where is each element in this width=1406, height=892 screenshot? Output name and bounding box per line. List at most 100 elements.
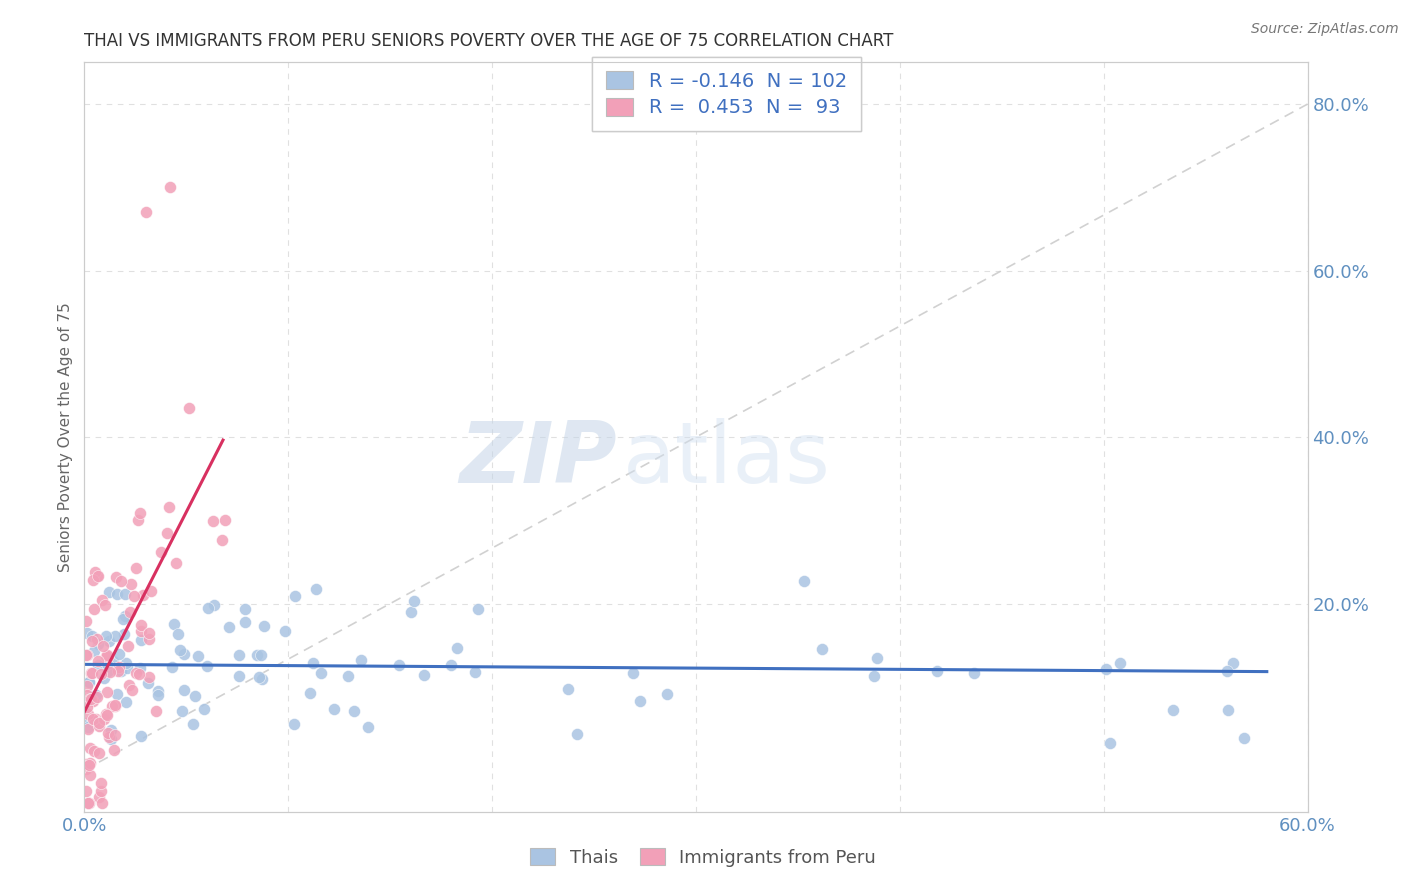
Point: [114, 587, 136, 601]
Point: [94, 598, 117, 612]
Point: [163, 617, 186, 632]
Point: [250, 673, 273, 687]
Point: [166, 627, 188, 641]
Point: [80, 666, 103, 681]
Point: [83, 602, 105, 616]
Point: [657, 687, 679, 701]
Point: [159, 180, 181, 194]
Point: [135, 205, 157, 219]
Point: [1216, 703, 1239, 717]
Point: [228, 668, 250, 682]
Point: [195, 658, 218, 673]
Point: [963, 665, 986, 680]
Text: ZIP: ZIP: [458, 418, 616, 501]
Point: [97, 725, 120, 739]
Point: [101, 655, 124, 669]
Point: [98, 584, 121, 599]
Point: [103, 743, 125, 757]
Point: [121, 683, 143, 698]
Point: [83, 643, 105, 657]
Point: [90, 783, 112, 797]
Point: [138, 626, 160, 640]
Point: [79, 768, 101, 782]
Point: [557, 681, 579, 696]
Point: [77, 723, 100, 737]
Point: [75, 784, 97, 798]
Point: [96, 648, 118, 663]
Point: [82, 574, 104, 588]
Point: [440, 657, 463, 672]
Point: [357, 720, 380, 734]
Y-axis label: Seniors Poverty Over the Age of 75: Seniors Poverty Over the Age of 75: [58, 302, 73, 572]
Point: [84, 711, 107, 725]
Point: [107, 659, 129, 673]
Point: [86, 637, 108, 651]
Point: [100, 723, 122, 737]
Point: [302, 656, 325, 670]
Point: [628, 694, 651, 708]
Point: [246, 648, 269, 662]
Point: [94, 706, 117, 721]
Point: [120, 576, 142, 591]
Point: [104, 698, 127, 713]
Point: [97, 664, 120, 678]
Point: [343, 704, 366, 718]
Point: [337, 669, 360, 683]
Point: [91, 593, 114, 607]
Point: [76, 648, 98, 663]
Point: [228, 648, 250, 662]
Point: [120, 606, 142, 620]
Point: [107, 664, 129, 678]
Point: [75, 762, 97, 776]
Text: Source: ZipAtlas.com: Source: ZipAtlas.com: [1251, 22, 1399, 37]
Point: [350, 653, 373, 667]
Point: [284, 589, 307, 603]
Point: [253, 619, 276, 633]
Point: [247, 670, 270, 684]
Point: [77, 715, 100, 730]
Point: [80, 690, 103, 704]
Point: [76, 626, 98, 640]
Point: [84, 690, 107, 705]
Point: [105, 587, 128, 601]
Point: [149, 545, 172, 559]
Point: [75, 757, 97, 772]
Point: [172, 704, 194, 718]
Point: [79, 674, 101, 689]
Point: [84, 688, 107, 702]
Point: [138, 670, 160, 684]
Point: [138, 632, 160, 646]
Point: [165, 557, 187, 571]
Point: [96, 685, 118, 699]
Point: [193, 702, 215, 716]
Point: [86, 569, 108, 583]
Point: [128, 667, 150, 681]
Point: [101, 698, 124, 713]
Point: [413, 667, 436, 681]
Point: [97, 649, 120, 664]
Point: [1233, 731, 1256, 746]
Point: [117, 639, 139, 653]
Point: [77, 720, 100, 734]
Point: [110, 574, 132, 588]
Point: [104, 570, 127, 584]
Point: [110, 664, 132, 678]
Point: [96, 648, 118, 662]
Point: [90, 775, 112, 789]
Point: [115, 695, 138, 709]
Point: [160, 660, 183, 674]
Point: [129, 632, 152, 647]
Point: [187, 649, 209, 664]
Point: [87, 654, 110, 668]
Point: [98, 634, 121, 648]
Point: [132, 588, 155, 602]
Point: [114, 609, 136, 624]
Point: [1095, 662, 1118, 676]
Point: [129, 729, 152, 743]
Point: [402, 594, 425, 608]
Point: [80, 633, 103, 648]
Point: [127, 513, 149, 527]
Point: [388, 657, 411, 672]
Point: [399, 605, 422, 619]
Legend: Thais, Immigrants from Peru: Thais, Immigrants from Peru: [523, 841, 883, 874]
